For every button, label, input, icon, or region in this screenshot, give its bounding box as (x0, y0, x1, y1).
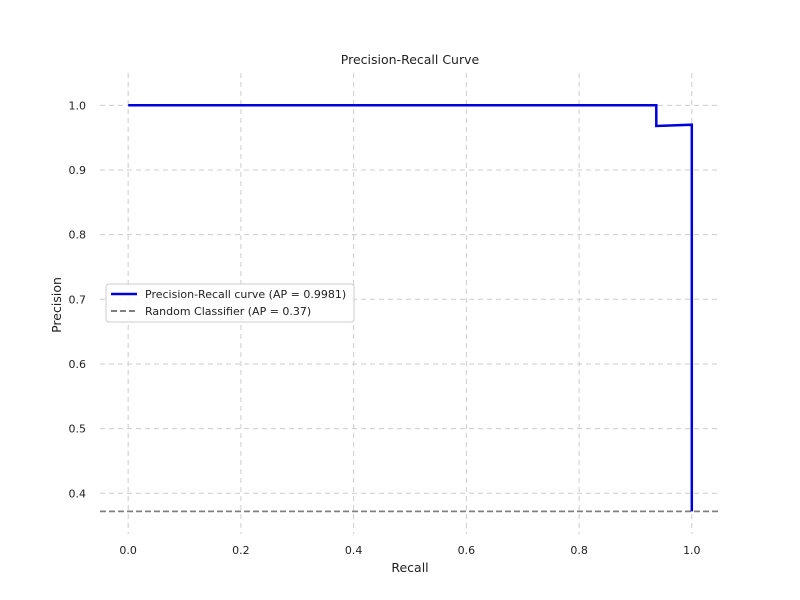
y-tick-label-5: 0.9 (69, 164, 87, 177)
x-tick-label-2: 0.4 (345, 544, 363, 557)
x-tick-label-0: 0.0 (119, 544, 137, 557)
y-tick-label-1: 0.5 (69, 423, 87, 436)
x-tick-label-4: 0.8 (570, 544, 588, 557)
x-tick-labels: 0.0 0.2 0.4 0.6 0.8 1.0 (119, 544, 700, 557)
x-axis-title: Recall (391, 560, 428, 575)
legend-box (105, 283, 355, 323)
legend-label-pr-curve: Precision-Recall curve (AP = 0.9981) (145, 288, 346, 301)
chart-title: Precision-Recall Curve (341, 52, 480, 67)
x-tick-label-3: 0.6 (458, 544, 476, 557)
legend-label-random-classifier: Random Classifier (AP = 0.37) (145, 305, 311, 318)
y-tick-label-6: 1.0 (69, 99, 87, 112)
y-tick-label-3: 0.7 (69, 293, 87, 306)
x-tick-label-1: 0.2 (232, 544, 250, 557)
y-tick-label-0: 0.4 (69, 487, 87, 500)
y-axis-title: Precision (49, 277, 64, 333)
y-tick-label-4: 0.8 (69, 229, 87, 242)
y-tick-labels: 0.4 0.5 0.6 0.7 0.8 0.9 1.0 (69, 99, 87, 500)
x-tick-label-5: 1.0 (683, 544, 701, 557)
y-tick-label-2: 0.6 (69, 358, 87, 371)
pr-curve-line (128, 104, 694, 512)
series-layer (100, 104, 720, 513)
legend: Precision-Recall curve (AP = 0.9981) Ran… (105, 283, 355, 323)
